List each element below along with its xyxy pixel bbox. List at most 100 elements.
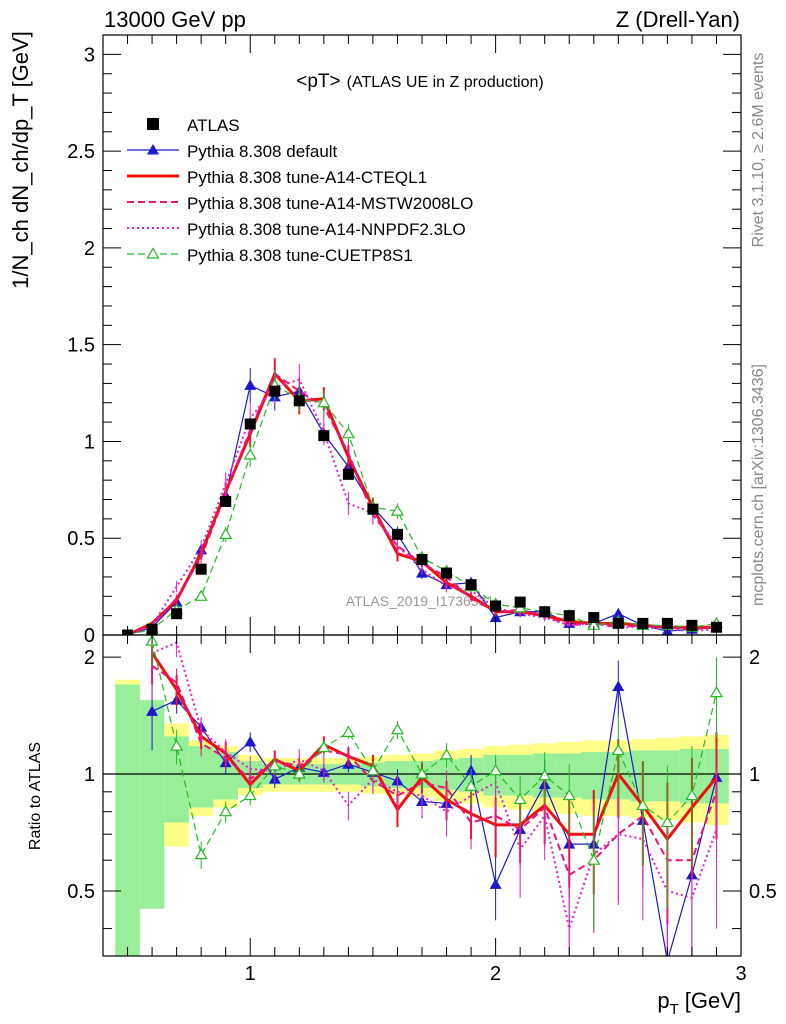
series-marker bbox=[146, 705, 159, 716]
data-point bbox=[220, 495, 232, 507]
data-point bbox=[563, 610, 575, 622]
series-marker bbox=[489, 878, 502, 889]
series-marker bbox=[147, 144, 159, 155]
y-tick-label: 2.5 bbox=[67, 141, 95, 163]
series-marker bbox=[194, 847, 208, 860]
legend-label: Pythia 8.308 default bbox=[187, 142, 338, 161]
series-marker bbox=[489, 611, 502, 623]
x-tick-label: 2 bbox=[490, 963, 501, 985]
series-marker bbox=[685, 788, 699, 801]
series-marker bbox=[666, 955, 668, 956]
ratio-series-0 bbox=[146, 660, 723, 956]
data-point bbox=[416, 554, 428, 566]
series-marker bbox=[244, 735, 257, 747]
y-axis-title: 1/N_ch dN_ch/dp_T [GeV] bbox=[8, 31, 33, 289]
ratio-frame bbox=[102, 634, 742, 957]
header-left: 13000 GeV pp bbox=[104, 7, 246, 32]
series-marker bbox=[660, 815, 674, 828]
ratio-y-tick-label-right: 1 bbox=[749, 764, 760, 786]
ratio-y-tick-label: 0.5 bbox=[67, 881, 95, 903]
ratio-y-axis-title: Ratio to ATLAS bbox=[27, 742, 44, 850]
y-tick-label: 0.5 bbox=[67, 528, 95, 550]
mcplots-label: mcplots.cern.ch [arXiv:1306.3436] bbox=[750, 364, 767, 606]
series-marker bbox=[243, 788, 257, 801]
series-marker bbox=[390, 723, 405, 735]
series-marker bbox=[317, 740, 331, 753]
series-marker bbox=[489, 763, 503, 776]
analysis-watermark: ATLAS_2019_I1736531 bbox=[346, 593, 495, 609]
data-point bbox=[195, 563, 207, 575]
y-tick-label: 1 bbox=[84, 431, 95, 453]
series-marker bbox=[513, 792, 527, 805]
series-marker bbox=[219, 527, 233, 539]
series-marker bbox=[636, 798, 650, 811]
data-point bbox=[441, 567, 453, 579]
header-right: Z (Drell-Yan) bbox=[616, 7, 740, 32]
series-marker bbox=[366, 763, 380, 776]
data-point bbox=[293, 395, 305, 407]
series-marker bbox=[562, 788, 576, 801]
axis-ticks: 0 0.5 1 1.5 2 2.5 3 1 2 3 0.5 0.5 1 1 2 2 bbox=[67, 35, 777, 985]
x-tick-label: 1 bbox=[245, 963, 256, 985]
legend: ATLAS Pythia 8.308 default Pythia 8.308 tu… bbox=[127, 116, 473, 265]
data-point bbox=[686, 619, 698, 631]
data-point bbox=[490, 600, 502, 612]
data-point bbox=[318, 430, 330, 442]
series-marker bbox=[170, 739, 184, 751]
y-tick-label: 1.5 bbox=[67, 335, 95, 357]
y-tick-label: 3 bbox=[84, 44, 95, 66]
series-marker bbox=[439, 748, 454, 760]
series-marker bbox=[538, 769, 552, 781]
data-point bbox=[342, 468, 354, 480]
ratio-series-4 bbox=[145, 635, 724, 929]
series-marker bbox=[587, 853, 601, 865]
x-axis-title: pT [GeV] bbox=[657, 988, 741, 1018]
chart-title: <pT> (ATLAS UE in Z production) bbox=[296, 71, 543, 92]
series-marker bbox=[341, 725, 355, 737]
series-marker bbox=[612, 680, 625, 692]
series-marker bbox=[317, 396, 331, 408]
series-marker bbox=[611, 743, 625, 756]
series-marker bbox=[243, 448, 257, 460]
ratio-y-tick-label-right: 2 bbox=[749, 647, 760, 669]
ratio-y-tick-label-right: 0.5 bbox=[749, 881, 777, 903]
legend-label: ATLAS bbox=[187, 116, 240, 135]
legend-label: Pythia 8.308 tune-A14-CTEQL1 bbox=[187, 168, 427, 187]
series-marker bbox=[341, 427, 355, 439]
chart-title-sub: (ATLAS UE in Z production) bbox=[347, 74, 544, 91]
series-marker bbox=[292, 767, 306, 779]
ratio-line bbox=[151, 664, 718, 876]
x-tick-label: 3 bbox=[735, 963, 746, 985]
legend-label: Pythia 8.308 tune-A14-NNPDF2.3LO bbox=[187, 220, 466, 239]
data-point bbox=[269, 385, 281, 397]
series-marker bbox=[709, 685, 724, 698]
data-point bbox=[588, 612, 600, 624]
band-inner-bin bbox=[115, 684, 140, 956]
data-point bbox=[391, 528, 403, 540]
ratio-line bbox=[151, 640, 718, 861]
legend-marker-data bbox=[147, 118, 159, 130]
series-marker bbox=[612, 607, 625, 619]
chart-title-main: <pT> bbox=[296, 71, 340, 92]
ratio-line bbox=[150, 652, 718, 841]
series-marker bbox=[244, 379, 257, 390]
y-tick-label: 2 bbox=[84, 238, 95, 260]
ratio-line bbox=[151, 641, 718, 930]
series-marker bbox=[146, 247, 160, 259]
data-point bbox=[367, 503, 379, 515]
series-marker bbox=[464, 779, 478, 791]
data-point bbox=[539, 606, 551, 618]
data-point bbox=[637, 617, 649, 629]
data-point bbox=[661, 617, 673, 629]
rivet-label: Rivet 3.1.10, ≥ 2.6M events bbox=[750, 53, 767, 248]
x-axis-title-sub: T bbox=[670, 1001, 679, 1018]
series-marker bbox=[219, 804, 233, 817]
data-point bbox=[514, 596, 526, 608]
data-point bbox=[465, 579, 477, 591]
series-marker bbox=[390, 504, 405, 516]
series-marker bbox=[268, 759, 282, 771]
series-marker bbox=[194, 589, 208, 601]
ratio-y-tick-label: 2 bbox=[84, 647, 95, 669]
x-axis-title-unit: [GeV] bbox=[685, 988, 741, 1013]
